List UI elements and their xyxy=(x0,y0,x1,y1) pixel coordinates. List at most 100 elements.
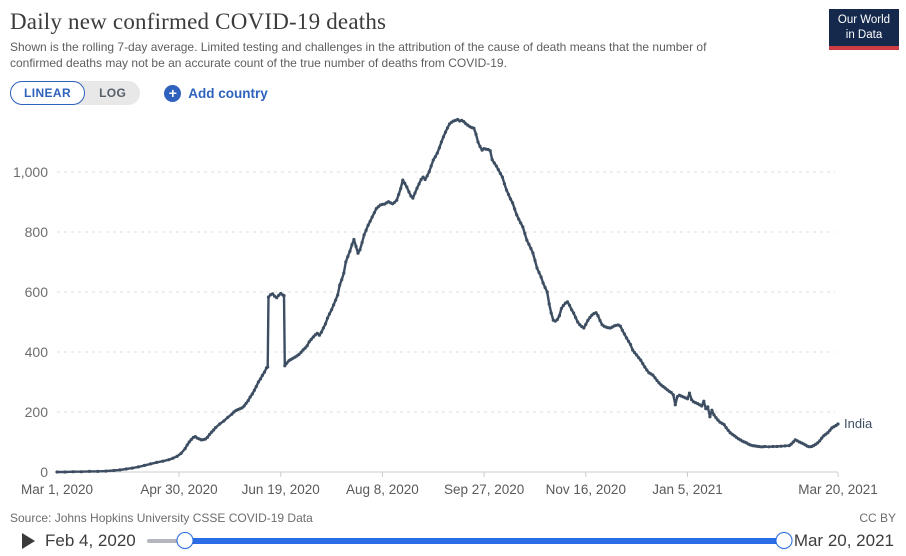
data-point-marker xyxy=(354,244,358,248)
data-point-marker xyxy=(421,175,425,179)
data-point-marker xyxy=(401,178,405,182)
data-point-marker xyxy=(572,311,576,315)
data-point-marker xyxy=(266,295,271,299)
data-point-marker xyxy=(411,196,415,200)
data-point-marker xyxy=(645,368,649,372)
data-point-marker xyxy=(104,469,108,473)
data-point-marker xyxy=(712,413,716,417)
data-point-marker xyxy=(586,318,590,323)
data-point-marker xyxy=(570,308,574,312)
data-point-marker xyxy=(539,275,543,279)
data-point-marker xyxy=(325,316,330,320)
data-point-marker xyxy=(244,401,248,405)
data-point-marker xyxy=(405,185,409,189)
data-point-marker xyxy=(368,219,372,223)
data-point-marker xyxy=(690,398,694,402)
data-point-marker xyxy=(399,186,403,191)
data-point-marker xyxy=(319,330,323,334)
data-point-marker xyxy=(523,231,527,236)
data-point-marker xyxy=(358,248,362,252)
source-row: Source: Johns Hopkins University CSSE CO… xyxy=(10,511,896,525)
data-point-marker xyxy=(356,251,360,255)
data-point-marker xyxy=(657,381,661,385)
data-point-marker xyxy=(685,397,690,401)
data-point-marker xyxy=(437,146,441,150)
data-point-marker xyxy=(246,399,250,403)
slider-handle-start[interactable] xyxy=(176,532,194,549)
data-point-marker xyxy=(547,302,551,306)
data-point-marker xyxy=(419,177,423,182)
slider-track-active xyxy=(184,538,784,544)
data-point-marker xyxy=(663,386,667,390)
data-point-marker xyxy=(783,444,787,448)
data-point-marker xyxy=(346,255,350,259)
add-country-button[interactable]: + Add country xyxy=(164,84,268,102)
data-point-marker xyxy=(71,470,75,474)
license-link[interactable]: CC BY xyxy=(859,511,896,525)
series-line[interactable] xyxy=(55,118,840,474)
data-point-marker xyxy=(687,391,692,395)
play-icon[interactable] xyxy=(22,533,35,549)
data-point-marker xyxy=(431,158,435,162)
data-point-marker xyxy=(791,440,795,444)
data-point-marker xyxy=(476,140,480,144)
data-point-marker xyxy=(252,388,256,392)
data-point-marker xyxy=(643,365,647,369)
data-point-marker xyxy=(498,171,502,176)
data-point-marker xyxy=(673,403,677,407)
data-point-marker xyxy=(307,340,311,344)
timeline-slider[interactable] xyxy=(145,531,793,551)
data-point-marker xyxy=(311,335,315,339)
x-axis-label: Nov 16, 2020 xyxy=(546,482,626,497)
data-point-marker xyxy=(171,456,175,460)
data-point-marker xyxy=(633,351,637,355)
data-point-marker xyxy=(549,311,553,315)
data-point-marker xyxy=(582,326,586,330)
data-point-marker xyxy=(706,405,710,409)
data-point-marker xyxy=(327,312,332,316)
data-point-marker xyxy=(142,463,147,467)
data-point-marker xyxy=(567,303,572,307)
log-scale-button[interactable]: LOG xyxy=(99,86,127,100)
data-point-marker xyxy=(218,422,222,426)
linear-scale-button[interactable]: LINEAR xyxy=(10,81,86,105)
data-point-marker xyxy=(254,384,258,389)
data-point-marker xyxy=(714,416,718,420)
data-point-marker xyxy=(207,432,212,437)
data-point-marker xyxy=(205,435,210,439)
data-point-marker xyxy=(726,428,730,432)
data-point-marker xyxy=(820,436,824,440)
series-end-label[interactable]: India xyxy=(844,416,873,431)
data-point-marker xyxy=(700,404,704,408)
x-axis-label: Jun 19, 2020 xyxy=(242,482,320,497)
data-point-marker xyxy=(500,175,504,179)
data-point-marker xyxy=(435,151,439,155)
data-point-marker xyxy=(275,296,279,300)
slider-handle-end[interactable] xyxy=(775,532,793,549)
data-point-marker xyxy=(506,192,511,197)
data-point-marker xyxy=(584,322,588,326)
data-point-marker xyxy=(395,198,399,202)
owid-logo[interactable]: Our World in Data xyxy=(829,9,899,50)
add-country-label: Add country xyxy=(188,85,268,101)
data-point-marker xyxy=(256,380,260,384)
data-point-marker xyxy=(622,332,627,336)
data-point-marker xyxy=(87,469,92,473)
data-point-marker xyxy=(628,342,633,347)
x-axis-label: Mar 20, 2021 xyxy=(798,482,878,497)
y-axis-label: 1,000 xyxy=(13,164,48,180)
data-point-marker xyxy=(702,399,706,403)
data-point-marker xyxy=(185,443,189,447)
data-point-marker xyxy=(260,373,264,377)
data-point-marker xyxy=(321,326,325,330)
data-point-marker xyxy=(443,130,448,134)
data-point-marker xyxy=(350,243,354,247)
data-point-marker xyxy=(779,444,783,448)
data-point-marker xyxy=(124,467,128,471)
data-point-marker xyxy=(409,194,413,198)
data-point-marker xyxy=(55,470,59,474)
data-point-marker xyxy=(226,415,230,419)
data-point-marker xyxy=(722,423,726,427)
data-point-marker xyxy=(710,408,714,412)
